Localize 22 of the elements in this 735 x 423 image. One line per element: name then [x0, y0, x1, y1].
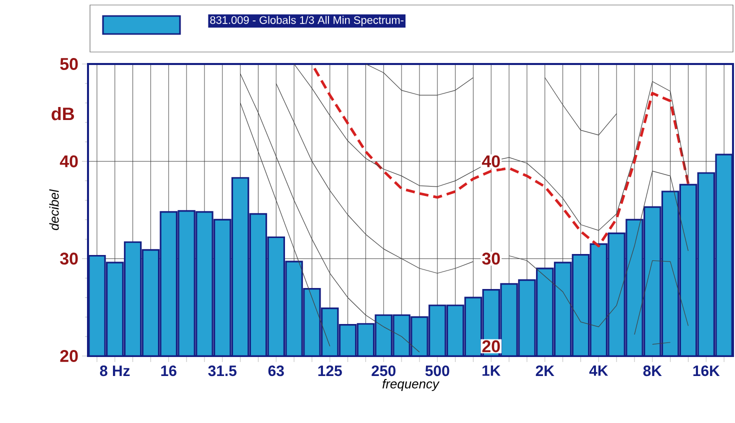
x-tick-label: 63: [268, 366, 284, 376]
x-tick-label: 500: [425, 366, 450, 376]
text: dB: [52, 107, 74, 120]
y-axis-title: decibel: [49, 189, 59, 230]
x-tick-label: 8K: [643, 366, 662, 376]
x-tick-label: 4K: [589, 366, 608, 376]
x-tick-label: 16: [161, 366, 176, 376]
y-tick-label: 20: [60, 350, 78, 362]
x-axis-title: frequency: [382, 378, 440, 392]
annotation: 20: [482, 340, 500, 352]
x-tick-label: 16K: [693, 366, 720, 376]
y-tick-label: 30: [60, 252, 78, 265]
x-tick-label: 1K: [482, 366, 501, 376]
text: 831.009 - Globals 1/3 All Min Spectrum-: [210, 16, 404, 26]
x-tick-label: 31.5: [208, 366, 237, 376]
x-tick-label: 8 Hz: [100, 366, 130, 376]
x-tick-label: 250: [372, 366, 396, 376]
y-tick-label: 50: [60, 58, 78, 70]
x-tick-label: 125: [318, 366, 342, 376]
y-tick-label: 40: [60, 155, 78, 168]
annotation: 30: [482, 252, 500, 265]
x-tick-label: 2K: [536, 366, 554, 376]
